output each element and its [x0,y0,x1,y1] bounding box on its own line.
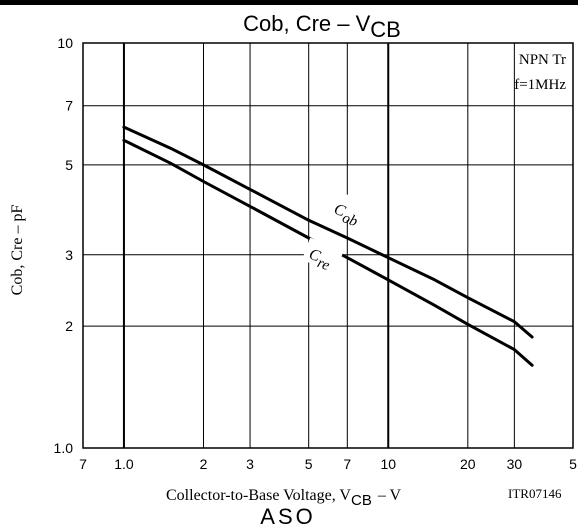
x-tick-label: 5 [305,456,313,472]
cre-label-gap [301,237,345,273]
cob-label-gap [327,190,371,226]
x-tick-label: 10 [380,456,396,472]
chart-title-subscript: CB [370,17,401,42]
annotation-frequency: f=1MHz [514,77,566,93]
series-label-cre: Cre [305,246,334,275]
chart-title: Cob, Cre – VCB [243,11,401,42]
x-tick-label: 1.0 [114,456,134,472]
series-label-cob: Cob [330,201,362,231]
x-axis-label: Collector-to-Base Voltage, VCB – V [166,487,402,509]
y-tick-label: 7 [65,98,73,114]
y-tick-label: 1.0 [54,440,74,456]
annotation-device: NPN Tr [519,52,566,68]
y-tick-label: 10 [57,35,73,51]
tick-labels: 7 1.0 2 3 5 7 10 20 30 5 1.0 2 3 5 7 10 [54,35,578,472]
series-label-cre-text: Cre [305,246,334,275]
x-tick-label: 2 [200,456,208,472]
footer-text: ASO [260,504,315,527]
y-tick-label: 2 [65,318,73,334]
plot-frame [82,42,574,449]
x-axis-label-subscript: CB [351,492,372,509]
x-tick-label: 30 [507,456,523,472]
x-tick-label: 20 [460,456,476,472]
series-line-cob [122,125,534,339]
figure-id: ITR07146 [508,486,562,501]
x-tick-label: 5 [569,456,577,472]
y-tick-label: 5 [65,157,73,173]
x-tick-label: 3 [246,456,254,472]
y-axis-label: Cob, Cre – pF [9,205,26,296]
top-rule [0,0,578,5]
x-tick-label: 7 [343,456,351,472]
series-label-cob-text: Cob [330,201,362,231]
series-layer [122,125,534,367]
x-axis-label-unit: – V [377,487,402,504]
series-line-cre [122,138,534,367]
y-tick-label: 3 [65,247,73,263]
x-tick-label: 7 [79,456,87,472]
